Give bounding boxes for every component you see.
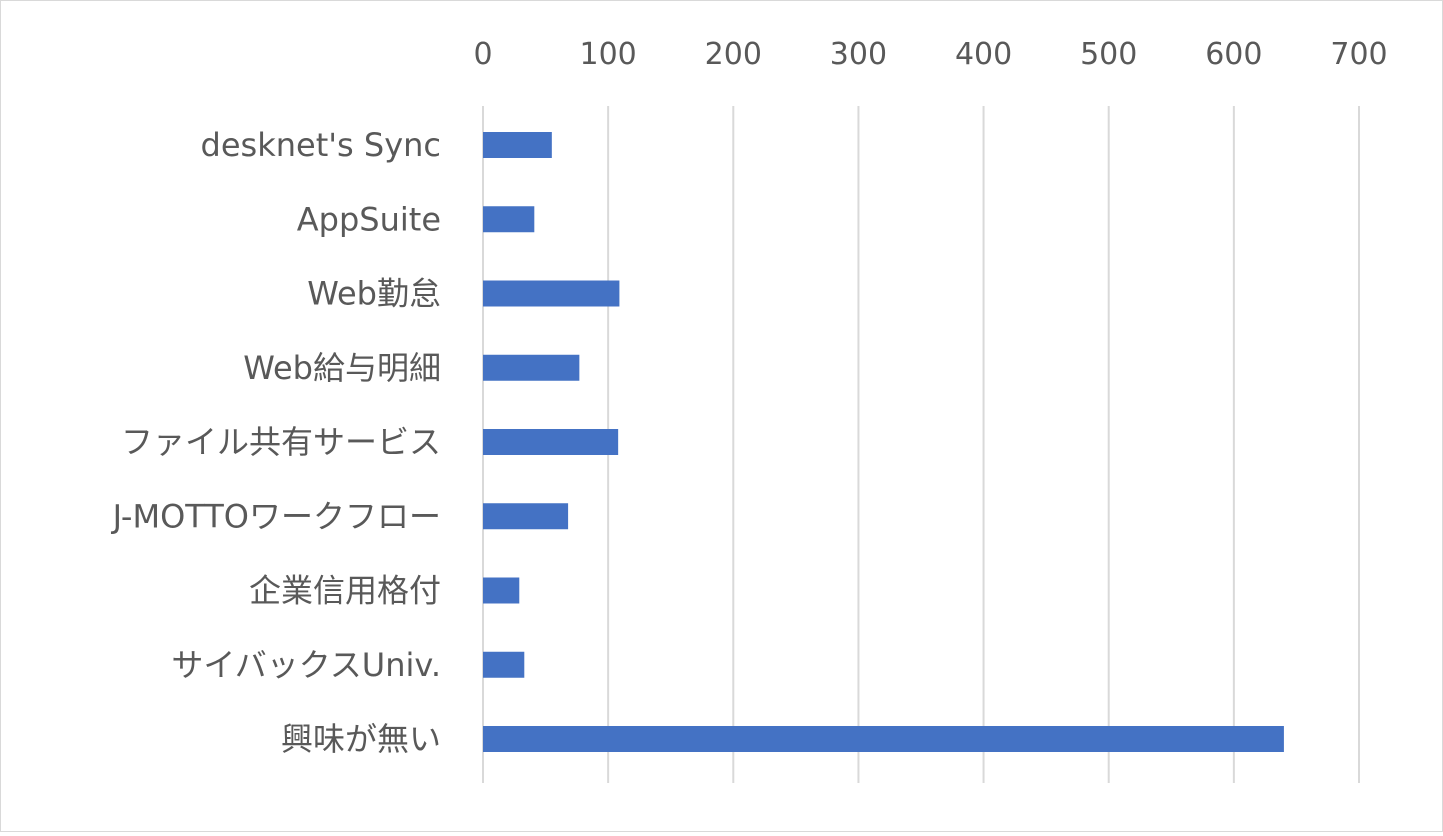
category-label: desknet's Sync (201, 126, 441, 164)
gridlines (482, 106, 1360, 783)
bar (483, 726, 1284, 752)
category-labels: desknet's Sync AppSuite Web勤怠 Web給与明細ファイル共有… (111, 126, 441, 758)
x-tick-label: 700 (1330, 37, 1387, 72)
bar (483, 503, 569, 530)
x-tick-label: 0 (473, 37, 492, 72)
x-tick-label: 300 (830, 37, 887, 72)
category-label: 興味が無い (281, 720, 441, 758)
category-label: J-MOTTOワークフロー (111, 497, 441, 535)
x-tick-label: 200 (705, 37, 762, 72)
category-label: AppSuite (297, 200, 441, 238)
x-tick-label: 500 (1080, 37, 1137, 72)
x-axis-tick-labels: 0 100 200 300 400 500 600 700 (473, 37, 1387, 72)
bar (483, 354, 580, 381)
bar (483, 206, 535, 233)
category-label: サイバックスUniv. (171, 646, 441, 684)
bar (483, 577, 520, 604)
category-label: Web勤怠 (307, 275, 441, 313)
bar (483, 651, 525, 678)
x-tick-label: 600 (1205, 37, 1262, 72)
x-tick-label: 100 (580, 37, 637, 72)
x-tick-label: 400 (955, 37, 1012, 72)
category-label: ファイル共有サービス (121, 423, 441, 461)
bar (483, 280, 620, 307)
category-label: 企業信用格付 (249, 572, 441, 610)
bar (483, 429, 619, 455)
bar (483, 132, 552, 158)
bars (483, 132, 1284, 752)
category-label: Web給与明細 (243, 349, 441, 387)
